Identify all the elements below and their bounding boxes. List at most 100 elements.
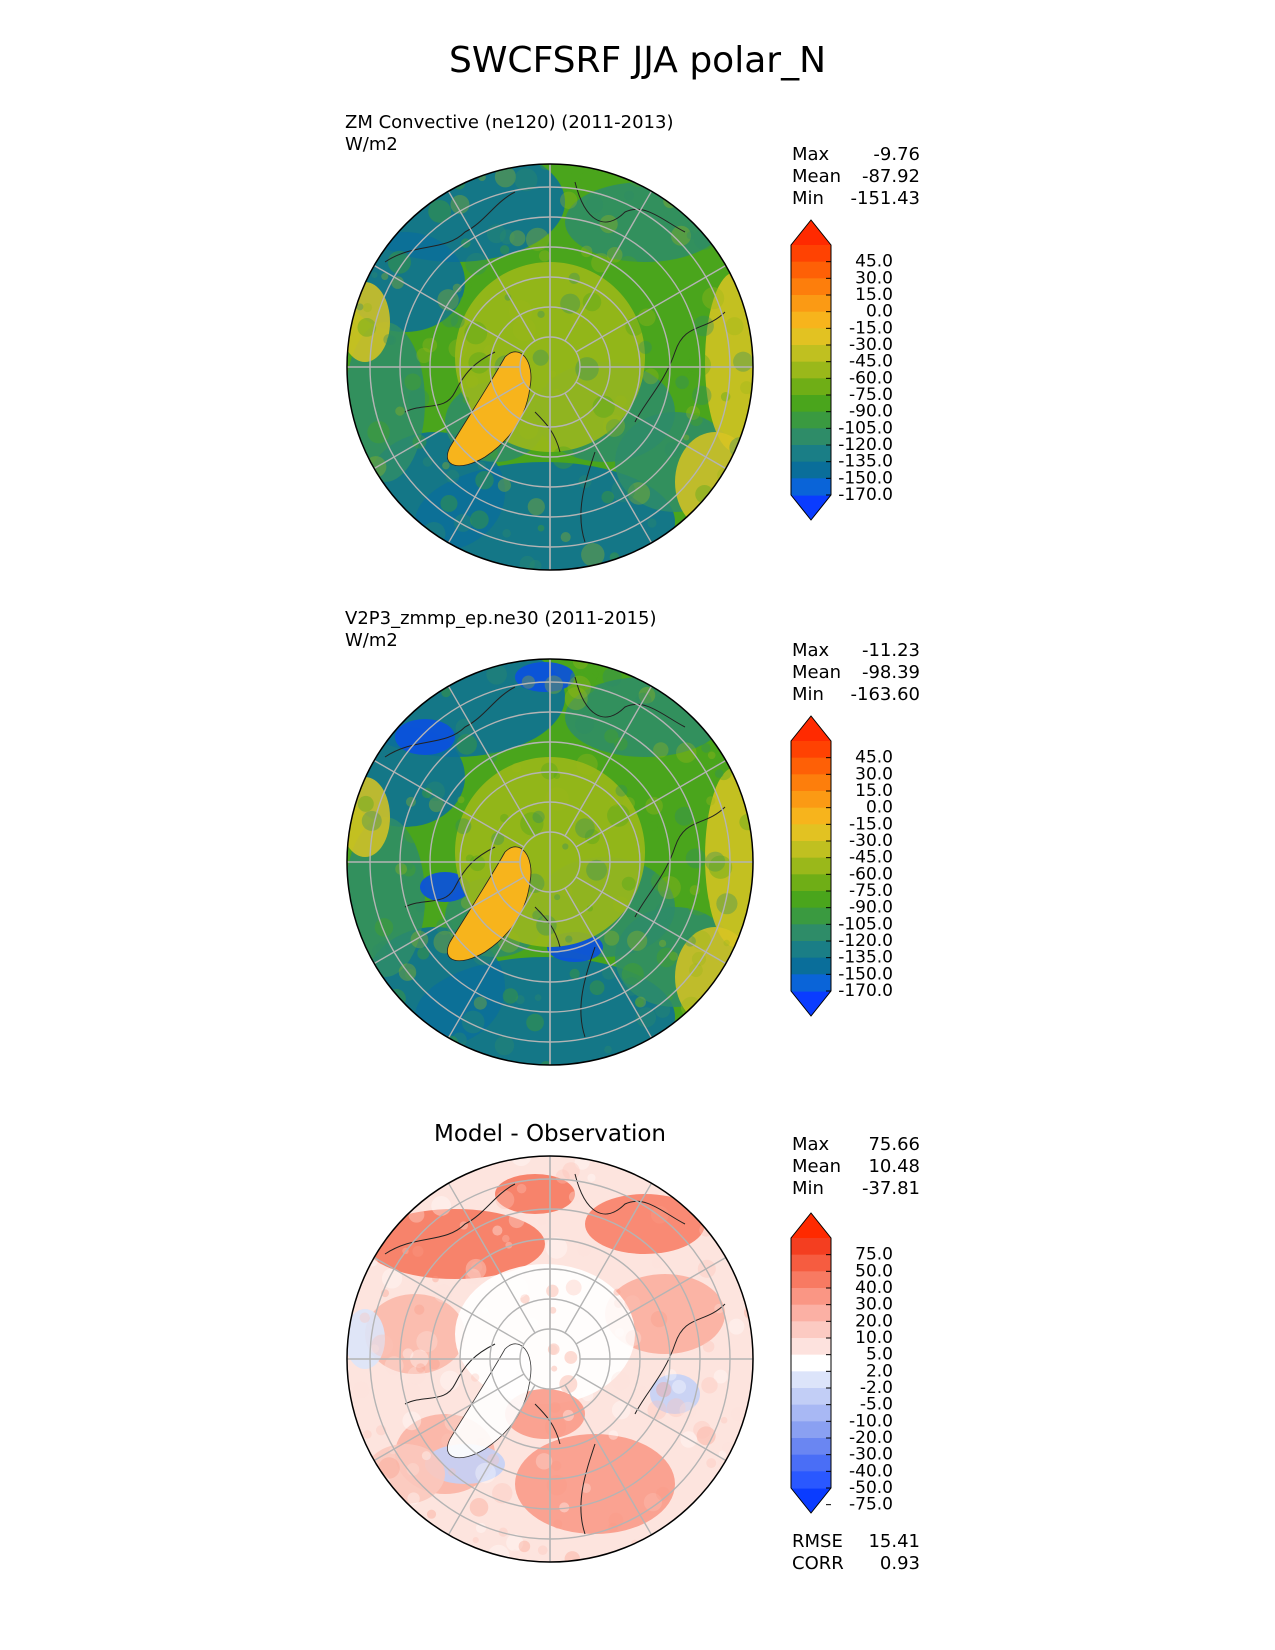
field-speckle [740, 1178, 753, 1200]
colorbar-extension-bottom [791, 495, 831, 520]
field-speckle [473, 996, 487, 1010]
field-speckle [357, 795, 374, 812]
colorbar-tick-label: 15.0 [855, 781, 893, 801]
stat-label: CORR [792, 1553, 844, 1574]
field-speckle [591, 253, 611, 273]
field-speckle [537, 524, 545, 532]
field-speckle [581, 542, 605, 567]
field-speckle [664, 441, 681, 458]
greenland-region [447, 846, 532, 961]
field-speckle [347, 282, 356, 292]
field-speckle [695, 1514, 713, 1532]
field-speckle [613, 1288, 621, 1296]
field-speckle [422, 337, 438, 353]
field-speckle [565, 1279, 582, 1296]
field-speckle [582, 667, 599, 683]
field-speckle [502, 1234, 510, 1243]
colorbar-tick-label: -150.0 [838, 468, 893, 488]
colorbar-extension-top [791, 220, 831, 245]
field-speckle [465, 854, 474, 863]
colorbar-band [791, 924, 831, 942]
field-speckle [395, 863, 408, 875]
colorbar-tick-label: -60.0 [849, 368, 893, 388]
colorbar-band [791, 857, 831, 875]
field-speckle [604, 1045, 612, 1054]
field-speckle [666, 1398, 686, 1418]
colorbar-band [791, 1288, 831, 1306]
field-speckle [377, 996, 392, 1012]
coastline [404, 846, 496, 908]
field-speckle [567, 675, 592, 700]
field-speckle [475, 1493, 486, 1505]
field-speckle [602, 414, 626, 437]
panel-1-polar-map [346, 163, 754, 571]
field-speckle [564, 1551, 581, 1562]
stat-label: Max [792, 640, 830, 661]
field-speckle [735, 556, 745, 566]
field-speckle [518, 1540, 531, 1553]
meridian-line [564, 1182, 653, 1334]
field-speckle [395, 406, 405, 416]
field-speckle [491, 832, 505, 846]
field-speckle [532, 810, 545, 824]
field-speckle [650, 1310, 668, 1328]
meridian-line [447, 887, 536, 1039]
field-speckle [635, 1007, 657, 1028]
field-speckle [655, 903, 673, 921]
field-speckle [371, 1334, 394, 1357]
field-speckle [650, 1533, 664, 1546]
stat-value: -9.76 [873, 144, 920, 165]
field-speckle [347, 896, 351, 906]
meridian-line [575, 1373, 727, 1462]
stat-value: -163.60 [850, 684, 920, 705]
field-speckle [500, 813, 509, 823]
colorbar-band [791, 345, 831, 363]
field-speckle [465, 269, 474, 278]
coastline [404, 1343, 496, 1405]
field-speckle [456, 733, 478, 755]
field-speckle [733, 351, 753, 372]
field-speckle [497, 478, 512, 492]
field-speckle [551, 1460, 562, 1471]
meridian-line [373, 1373, 525, 1462]
coastline [384, 191, 516, 263]
field-speckle [693, 1420, 711, 1439]
field-patch [365, 1209, 545, 1279]
field-speckle [648, 821, 659, 831]
colorbar-band [791, 907, 831, 925]
field-speckle [356, 303, 364, 311]
field-speckle [633, 1046, 647, 1060]
meridian-line [447, 190, 536, 342]
meridian-line [575, 264, 727, 353]
field-speckle [481, 1307, 489, 1314]
field-speckle [506, 1534, 524, 1552]
field-speckle [440, 494, 458, 513]
field-speckle [511, 762, 522, 773]
colorbar-tick-label: 5.0 [866, 1345, 893, 1365]
colorbar-tick-label: -120.0 [838, 931, 893, 951]
field-speckle [609, 796, 620, 807]
field-speckle [361, 810, 382, 831]
field-speckle [713, 1369, 728, 1384]
panel-2-polar-map [346, 658, 754, 1066]
field-speckle [347, 212, 358, 224]
field-speckle [347, 249, 353, 264]
coastline [574, 1173, 686, 1225]
field-speckle [651, 910, 667, 925]
panel-3-stats: Max 75.66 Mean 10.48 Min -37.81 [792, 1134, 920, 1200]
colorbar-tick-label: -50.0 [849, 1478, 893, 1498]
map-boundary [346, 1155, 754, 1563]
colorbar-band [791, 278, 831, 296]
field-speckle [611, 1400, 631, 1420]
field-speckle [347, 532, 363, 548]
field-speckle [435, 918, 453, 935]
stat-label: Mean [792, 1156, 842, 1177]
colorbar-band [791, 378, 831, 396]
field-speckle [347, 280, 352, 292]
colorbar-tick-label: -135.0 [838, 452, 893, 472]
field-speckle [421, 787, 433, 799]
field-speckle [553, 772, 561, 779]
colorbar-tick-label: -135.0 [838, 948, 893, 968]
field-speckle [568, 1191, 581, 1203]
field-speckle [607, 804, 630, 827]
